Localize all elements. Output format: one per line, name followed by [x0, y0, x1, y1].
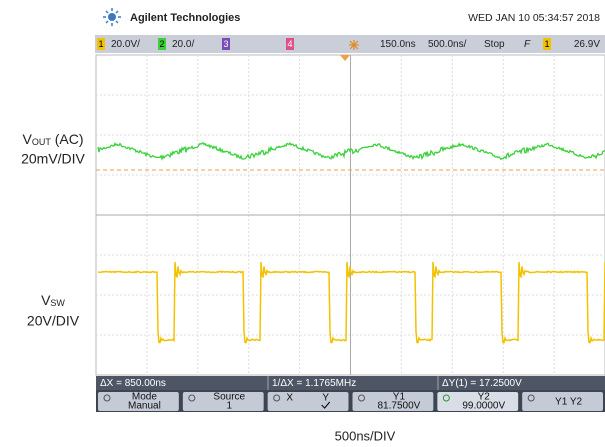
vout-suffix: (AC) [51, 131, 84, 147]
ch4-box [286, 38, 294, 50]
softkey-label: Y1 [393, 392, 406, 403]
measurement: ΔY(1) = 17.2500V [442, 378, 522, 389]
softkey-icon [527, 394, 535, 402]
timebase: 500.0ns/ [428, 39, 467, 50]
trigger-marker [340, 55, 350, 61]
measurement: 1/ΔX = 1.1765MHz [272, 378, 356, 389]
measurement-bar: ΔX = 850.00ns 1/ΔX = 1.1765MHz ΔY(1) = 1… [96, 376, 605, 390]
measure-bg [96, 376, 605, 390]
softkey-label: Y2 [478, 392, 491, 403]
ch3-box [222, 38, 230, 50]
run-state: Stop [484, 39, 505, 50]
vout-sub: OUT [32, 137, 52, 147]
delay: 150.0ns [380, 39, 416, 50]
softkey[interactable] [437, 392, 519, 411]
softkey[interactable] [98, 392, 179, 411]
ch2-box [158, 38, 166, 50]
vsw-label: VSW [41, 292, 65, 309]
checkmark [321, 401, 331, 409]
trigger-level: 26.9V [574, 39, 600, 50]
softkey-icon [188, 394, 196, 402]
softkey-icon [273, 394, 281, 402]
vsw-main: V [41, 292, 51, 308]
brand: Agilent Technologies [130, 12, 240, 24]
measurement: ΔX = 850.00ns [100, 378, 166, 389]
ch3-num: 3 [223, 39, 228, 49]
header: Agilent Technologies WED JAN 10 05:34:57… [103, 8, 600, 26]
vsw-sub: SW [50, 298, 65, 308]
softkey-icon [358, 394, 365, 402]
softkey[interactable] [522, 392, 603, 411]
vout-trace [97, 141, 605, 161]
softkey[interactable] [352, 392, 434, 411]
trigger-slope: F [524, 39, 531, 50]
softkey-label: Mode [132, 392, 157, 403]
logo-rays [103, 8, 121, 26]
ch1-num: 1 [98, 39, 103, 49]
vsw-scale: 20V/DIV [27, 313, 80, 329]
trigger-source: 1 [544, 39, 549, 49]
softkey-label: Source [213, 392, 245, 403]
softkey-value: 81.7500V [378, 401, 421, 412]
logo-dot [108, 13, 116, 21]
trigger-source-box [543, 38, 551, 50]
timebase-caption: 500ns/DIV [335, 428, 396, 443]
delay-icon [349, 40, 359, 50]
ch2-scale: 20.0/ [172, 39, 194, 50]
status-bar: 1 20.0V/ 2 20.0/ 3 4 150.0ns 500.0ns/ St… [95, 35, 605, 53]
softkey-value: 99.0000V [462, 401, 505, 412]
graticule [95, 54, 605, 376]
softkey-label: Y1 Y2 [555, 397, 582, 408]
softkey-value: Manual [128, 401, 161, 412]
datetime: WED JAN 10 05:34:57 2018 [468, 12, 600, 24]
vout-scale: 20mV/DIV [21, 151, 85, 167]
ch1-box [97, 38, 105, 50]
softkey[interactable] [182, 392, 264, 411]
ch2-num: 2 [159, 39, 164, 49]
softkey-label: Y [322, 393, 329, 404]
vout-label: VOUT (AC) [22, 131, 83, 148]
softkey-value: 1 [226, 401, 232, 412]
vsw-trace [97, 261, 605, 344]
ch1-scale: 20.0V/ [111, 39, 140, 50]
softkey-label: X [286, 393, 293, 404]
softkey-icon [103, 394, 111, 402]
ch4-num: 4 [287, 39, 292, 49]
softkey-icon [442, 394, 450, 402]
softkey[interactable] [267, 392, 349, 411]
vout-main: V [22, 131, 32, 147]
